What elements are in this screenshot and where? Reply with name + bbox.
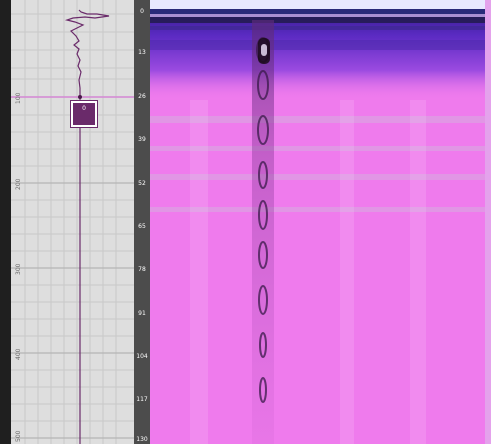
axis-tick-117: 117	[136, 396, 148, 403]
axis-tick-13: 13	[138, 49, 146, 56]
axis-tick-39: 39	[138, 136, 146, 143]
axis-tick-78: 78	[138, 266, 146, 273]
axis-tick-91: 91	[138, 310, 146, 317]
axis-tick-65: 65	[138, 223, 146, 230]
cursor-marker-value: 0	[82, 105, 86, 112]
depth-label-300: 300	[15, 263, 22, 275]
scroll-strip[interactable]	[485, 0, 491, 444]
axis-tick-0: 0	[140, 8, 144, 15]
log-curve-point	[78, 95, 82, 99]
depth-label-400: 400	[15, 348, 22, 360]
sonogram-view[interactable]	[150, 0, 485, 444]
log-track-panel[interactable]: 100 200 300 400 500 0	[0, 0, 134, 444]
axis-tick-104: 104	[136, 353, 148, 360]
depth-label-500: 500	[15, 430, 22, 442]
axis-tick-130: 130	[136, 436, 148, 443]
sonogram-image	[150, 0, 485, 444]
depth-label-200: 200	[15, 178, 22, 190]
depth-label-100: 100	[15, 92, 22, 104]
axis-tick-52: 52	[138, 180, 146, 187]
log-track-grid	[11, 0, 134, 444]
panel-edge-strip	[0, 0, 11, 444]
cursor-marker[interactable]: 0	[71, 101, 97, 127]
log-curve	[64, 9, 110, 97]
depth-axis: 0 13 26 39 52 65 78 91 104 117 130	[134, 0, 150, 444]
axis-tick-26: 26	[138, 93, 146, 100]
